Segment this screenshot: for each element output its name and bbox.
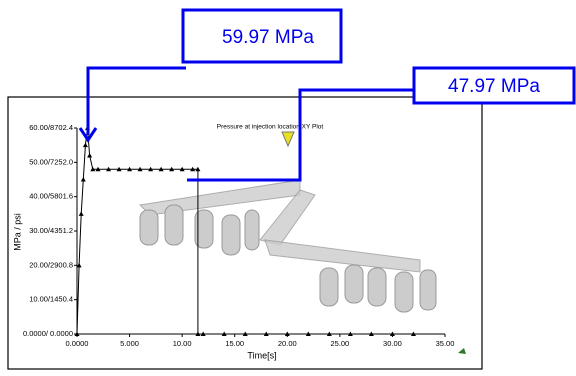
chart: Pressure at injection location:XY Plot T… — [0, 0, 576, 371]
x-tick-label: 20.00 — [278, 339, 297, 348]
y-tick-label: 60.00/8702.4 — [29, 123, 73, 132]
y-axis-label: MPa / psi — [12, 213, 22, 251]
callout-text: 59.97 MPa — [222, 27, 314, 48]
y-tick-label: 10.00/1450.4 — [29, 295, 73, 304]
x-tick-label: 25.00 — [330, 339, 349, 348]
y-tick-label: 30.00/4351.2 — [29, 226, 73, 235]
x-tick-label: 5.000 — [120, 339, 139, 348]
callout-text: 47.97 MPa — [448, 76, 540, 97]
x-tick-label: 15.00 — [225, 339, 244, 348]
x-tick-label: 10.00 — [173, 339, 192, 348]
y-tick-label: 20.00/2900.8 — [29, 260, 73, 269]
x-axis-label: Time[s] — [247, 350, 276, 360]
x-tick-label: 30.00 — [383, 339, 402, 348]
y-tick-label: 0.0000/ 0.0000 — [23, 329, 73, 338]
x-tick-label: 35.00 — [436, 339, 455, 348]
y-tick-label: 40.00/5801.6 — [29, 192, 73, 201]
chart-title: Pressure at injection location:XY Plot — [217, 124, 324, 131]
x-tick-label: 0.0000 — [66, 339, 89, 348]
y-tick-label: 50.00/7252.0 — [29, 157, 73, 166]
